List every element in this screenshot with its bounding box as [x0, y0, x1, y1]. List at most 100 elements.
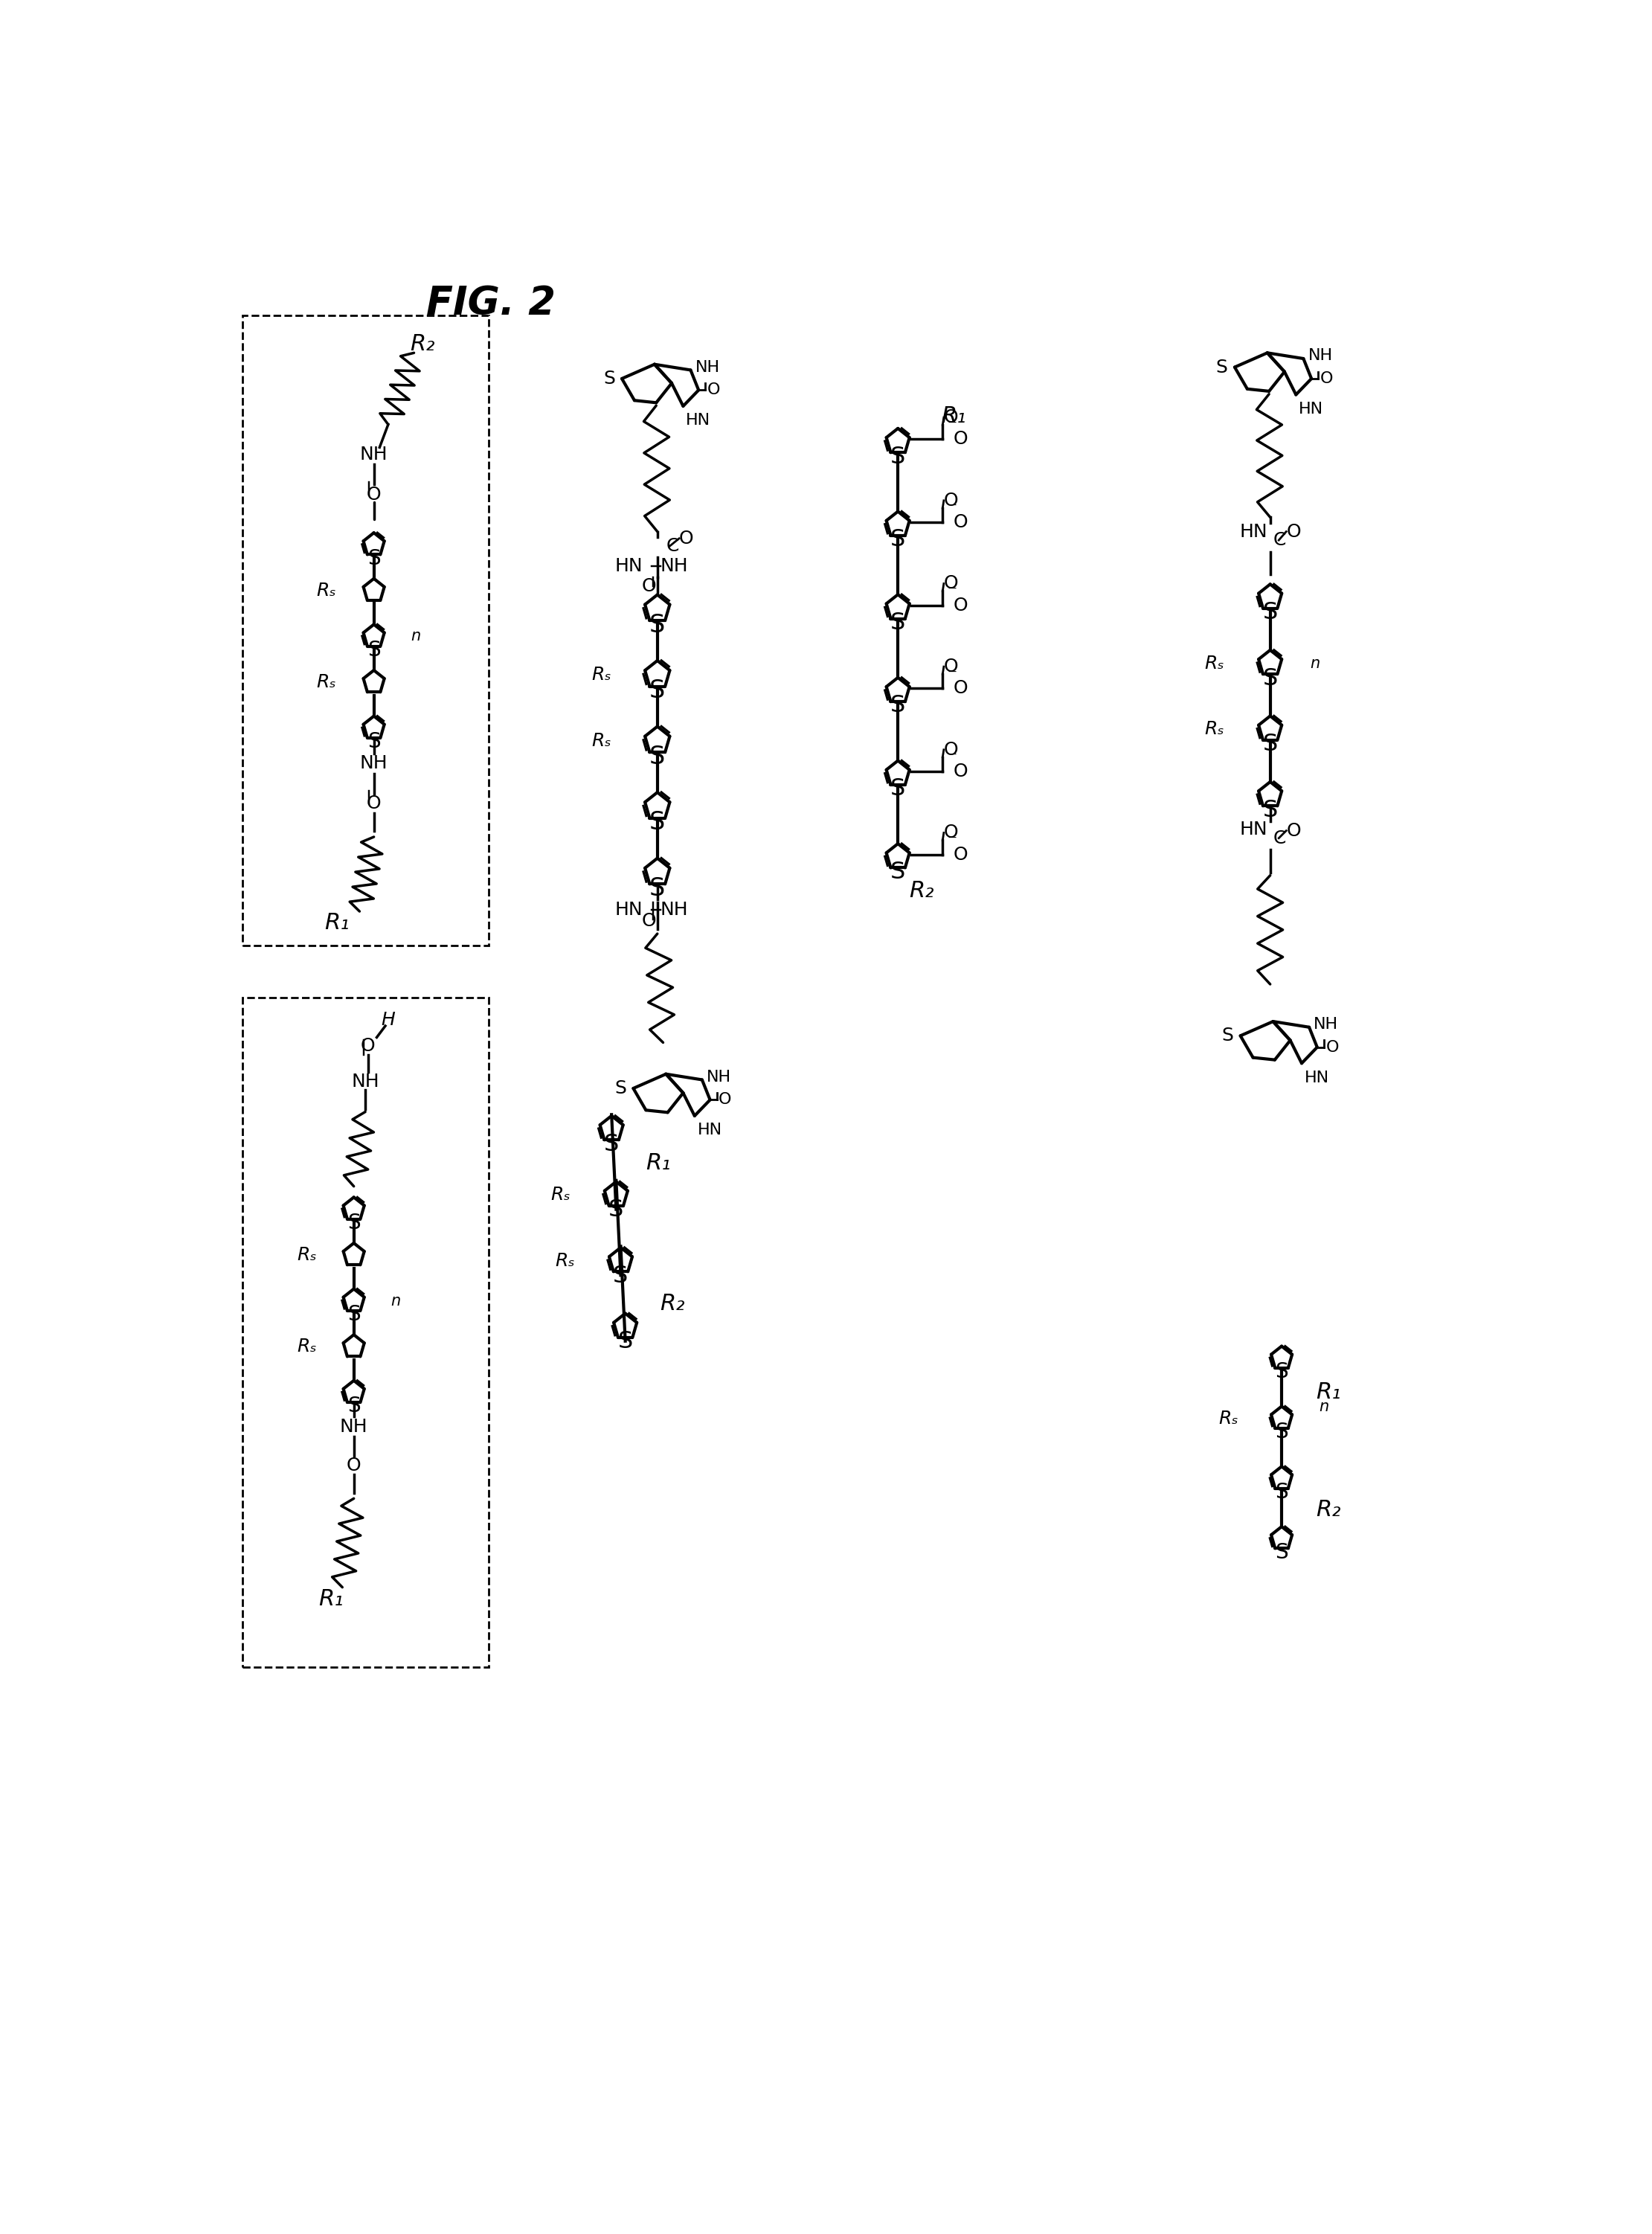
Text: n: n: [392, 1293, 401, 1309]
Text: O: O: [367, 485, 382, 503]
Text: S: S: [347, 1305, 360, 1325]
Text: S: S: [1222, 1028, 1234, 1046]
Bar: [243, 315, 489, 945]
Text: S: S: [1262, 601, 1277, 623]
Text: ⁻: ⁻: [947, 751, 957, 768]
Text: R₁: R₁: [646, 1153, 671, 1175]
Text: S: S: [890, 860, 905, 885]
Text: O: O: [1320, 371, 1333, 386]
Text: S: S: [890, 445, 905, 469]
Text: NH: NH: [340, 1419, 368, 1436]
Text: S: S: [347, 1396, 360, 1416]
Text: S: S: [613, 1264, 628, 1287]
Text: S: S: [1262, 733, 1277, 755]
Text: HN: HN: [1305, 1070, 1330, 1086]
Text: S: S: [1275, 1481, 1289, 1503]
Text: S: S: [615, 1079, 626, 1097]
Text: HN: HN: [697, 1124, 722, 1137]
Text: Rₛ: Rₛ: [317, 672, 337, 690]
Text: Rₛ: Rₛ: [297, 1338, 317, 1356]
Text: O: O: [953, 679, 968, 697]
Text: S: S: [649, 744, 666, 768]
Text: O: O: [943, 657, 958, 675]
Text: NH: NH: [661, 556, 689, 574]
Text: Rₛ: Rₛ: [317, 581, 337, 599]
Text: R₂: R₂: [909, 880, 935, 903]
Text: O: O: [1287, 822, 1300, 840]
Text: R₁: R₁: [324, 911, 349, 934]
Text: S: S: [890, 695, 905, 717]
Text: O: O: [641, 911, 656, 929]
Text: S: S: [1262, 668, 1277, 690]
Text: R₁: R₁: [319, 1588, 344, 1608]
Text: S: S: [890, 777, 905, 800]
Text: O: O: [347, 1457, 362, 1474]
Text: O: O: [953, 596, 968, 614]
Text: HN: HN: [1239, 523, 1267, 541]
Text: S: S: [649, 876, 666, 900]
Text: S: S: [618, 1329, 633, 1354]
Text: O: O: [953, 514, 968, 532]
Text: Rₛ: Rₛ: [591, 733, 611, 751]
Text: O: O: [1327, 1039, 1338, 1054]
Text: S: S: [367, 731, 380, 753]
Text: n: n: [1318, 1398, 1328, 1414]
Text: S: S: [649, 679, 666, 704]
Text: R₂: R₂: [659, 1293, 684, 1314]
Text: S: S: [1275, 1541, 1289, 1564]
Text: S: S: [649, 811, 666, 836]
Text: ⁻: ⁻: [947, 668, 957, 686]
Text: C: C: [1274, 532, 1285, 550]
Text: O: O: [679, 529, 694, 547]
Bar: [243, 996, 489, 1667]
Text: O: O: [953, 762, 968, 780]
Text: S: S: [1216, 357, 1227, 375]
Text: NH: NH: [707, 1070, 732, 1083]
Text: NH: NH: [695, 360, 720, 375]
Text: Rₛ: Rₛ: [1219, 1410, 1239, 1428]
Text: NH: NH: [1313, 1016, 1338, 1032]
Text: HN: HN: [1298, 402, 1323, 416]
Text: O: O: [707, 382, 720, 398]
Text: O: O: [953, 431, 968, 449]
Text: ⁻: ⁻: [947, 583, 957, 601]
Text: O: O: [1287, 523, 1300, 541]
Text: R₁: R₁: [942, 404, 966, 427]
Text: C: C: [1274, 829, 1285, 847]
Text: O: O: [943, 574, 958, 592]
Text: HN: HN: [615, 900, 643, 918]
Text: S: S: [608, 1197, 624, 1222]
Text: S: S: [1275, 1421, 1289, 1443]
Text: S: S: [347, 1213, 360, 1233]
Text: ⁻: ⁻: [947, 418, 957, 436]
Text: NH: NH: [1308, 349, 1333, 364]
Text: O: O: [943, 742, 958, 760]
Text: NH: NH: [352, 1072, 380, 1090]
Text: S: S: [1262, 800, 1277, 822]
Text: NH: NH: [661, 900, 689, 918]
Text: HN: HN: [686, 413, 710, 429]
Text: FIG. 2: FIG. 2: [426, 284, 557, 324]
Text: n: n: [1310, 657, 1320, 670]
Text: n: n: [411, 630, 421, 643]
Text: Rₛ: Rₛ: [591, 666, 611, 684]
Text: HN: HN: [615, 556, 643, 574]
Text: S: S: [367, 639, 380, 661]
Text: Rₛ: Rₛ: [1204, 719, 1224, 737]
Text: O: O: [943, 491, 958, 509]
Text: H: H: [382, 1012, 395, 1030]
Text: S: S: [605, 1133, 620, 1155]
Text: O: O: [953, 847, 968, 865]
Text: O: O: [943, 824, 958, 842]
Text: S: S: [649, 612, 666, 637]
Text: R₂: R₂: [410, 333, 434, 355]
Text: O: O: [641, 576, 656, 594]
Text: ⁻: ⁻: [947, 500, 957, 518]
Text: R₂: R₂: [1317, 1499, 1341, 1521]
Text: R₁: R₁: [1317, 1383, 1341, 1403]
Text: O: O: [360, 1037, 375, 1054]
Text: C: C: [666, 536, 679, 554]
Text: Rₛ: Rₛ: [550, 1186, 570, 1204]
Text: Rₛ: Rₛ: [297, 1247, 317, 1264]
Text: O: O: [719, 1092, 732, 1108]
